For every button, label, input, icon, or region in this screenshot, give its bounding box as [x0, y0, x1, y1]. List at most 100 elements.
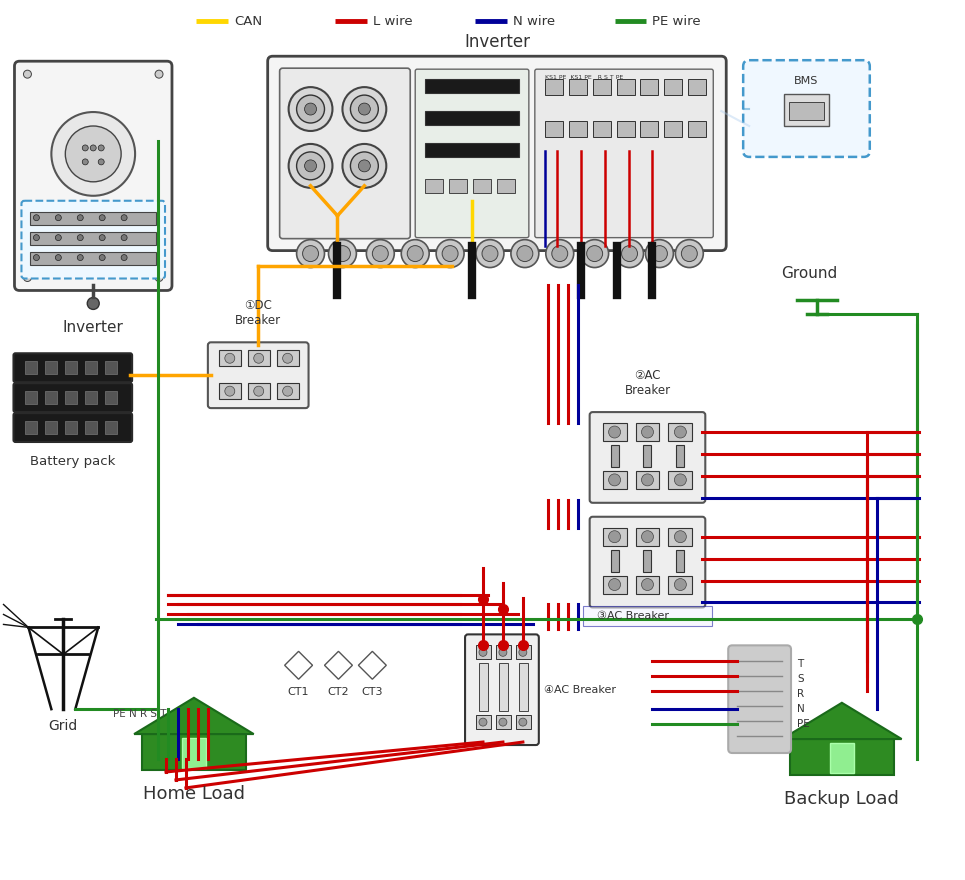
Text: CT2: CT2: [328, 687, 349, 697]
Circle shape: [546, 239, 574, 268]
Circle shape: [350, 152, 378, 180]
Circle shape: [283, 386, 292, 396]
Circle shape: [55, 215, 62, 221]
Circle shape: [99, 215, 105, 221]
Bar: [669, 528, 692, 546]
Circle shape: [34, 215, 40, 221]
FancyBboxPatch shape: [14, 353, 132, 382]
Circle shape: [510, 239, 538, 268]
Bar: [593, 79, 611, 95]
Text: ②AC
Breaker: ②AC Breaker: [624, 369, 671, 397]
Circle shape: [51, 112, 135, 195]
Text: Home Load: Home Load: [143, 785, 245, 803]
Circle shape: [305, 103, 317, 115]
Bar: [636, 423, 659, 441]
Text: N wire: N wire: [513, 15, 555, 28]
Circle shape: [98, 145, 104, 150]
Text: ①DC
Breaker: ①DC Breaker: [235, 299, 281, 327]
Bar: [641, 79, 658, 95]
Bar: [105, 362, 117, 374]
Circle shape: [328, 239, 356, 268]
Circle shape: [296, 95, 324, 123]
Bar: [449, 179, 467, 193]
Bar: [665, 79, 682, 95]
Circle shape: [609, 474, 620, 486]
Circle shape: [358, 103, 371, 115]
Circle shape: [676, 239, 703, 268]
Circle shape: [343, 144, 386, 187]
Bar: [182, 738, 206, 768]
Circle shape: [609, 578, 620, 590]
FancyBboxPatch shape: [415, 70, 529, 238]
Circle shape: [122, 254, 127, 260]
Text: BMS: BMS: [794, 77, 818, 86]
Bar: [676, 445, 684, 467]
Bar: [688, 121, 706, 137]
Text: PE wire: PE wire: [652, 15, 702, 28]
FancyBboxPatch shape: [535, 70, 713, 238]
Bar: [66, 362, 77, 374]
Text: CT1: CT1: [288, 687, 310, 697]
Circle shape: [642, 531, 653, 543]
Bar: [669, 471, 692, 489]
Bar: [85, 421, 97, 434]
FancyBboxPatch shape: [465, 634, 538, 745]
Circle shape: [482, 246, 498, 261]
Circle shape: [350, 95, 378, 123]
Polygon shape: [134, 698, 254, 734]
Circle shape: [283, 353, 292, 363]
Text: Backup Load: Backup Load: [785, 790, 899, 809]
Bar: [105, 421, 117, 434]
Bar: [45, 421, 57, 434]
Circle shape: [91, 145, 96, 150]
Circle shape: [651, 246, 668, 261]
Text: Battery pack: Battery pack: [30, 455, 115, 468]
FancyBboxPatch shape: [14, 383, 132, 412]
Bar: [219, 383, 240, 400]
Bar: [545, 121, 563, 137]
Circle shape: [581, 239, 609, 268]
Bar: [426, 179, 443, 193]
Bar: [426, 79, 519, 93]
Circle shape: [23, 70, 32, 78]
Text: Inverter: Inverter: [63, 320, 124, 335]
Text: ④AC Breaker: ④AC Breaker: [544, 685, 616, 694]
Bar: [499, 664, 508, 711]
Bar: [602, 471, 626, 489]
Text: Inverter: Inverter: [464, 33, 530, 51]
FancyBboxPatch shape: [267, 56, 727, 251]
Bar: [473, 179, 491, 193]
Circle shape: [254, 386, 263, 396]
Bar: [602, 423, 626, 441]
Text: S: S: [797, 674, 804, 685]
Bar: [66, 421, 77, 434]
Bar: [790, 739, 894, 775]
Polygon shape: [358, 651, 386, 679]
Circle shape: [442, 246, 458, 261]
Circle shape: [343, 87, 386, 131]
Circle shape: [407, 246, 424, 261]
Circle shape: [519, 649, 527, 656]
Circle shape: [499, 718, 507, 726]
Circle shape: [335, 246, 350, 261]
Circle shape: [621, 246, 638, 261]
FancyBboxPatch shape: [14, 413, 132, 442]
Circle shape: [517, 246, 533, 261]
Circle shape: [303, 246, 318, 261]
Circle shape: [296, 239, 324, 268]
Bar: [617, 79, 635, 95]
Bar: [665, 121, 682, 137]
Bar: [669, 423, 692, 441]
Circle shape: [642, 474, 653, 486]
Circle shape: [87, 297, 99, 310]
Bar: [583, 606, 712, 627]
Text: KS1 PE  KS1 PE   R S T PE: KS1 PE KS1 PE R S T PE: [545, 75, 623, 80]
Circle shape: [122, 215, 127, 221]
Bar: [105, 391, 117, 404]
Bar: [545, 79, 563, 95]
Bar: [611, 550, 619, 572]
Bar: [31, 231, 156, 245]
Circle shape: [289, 87, 333, 131]
Circle shape: [675, 426, 686, 438]
Circle shape: [675, 578, 686, 590]
